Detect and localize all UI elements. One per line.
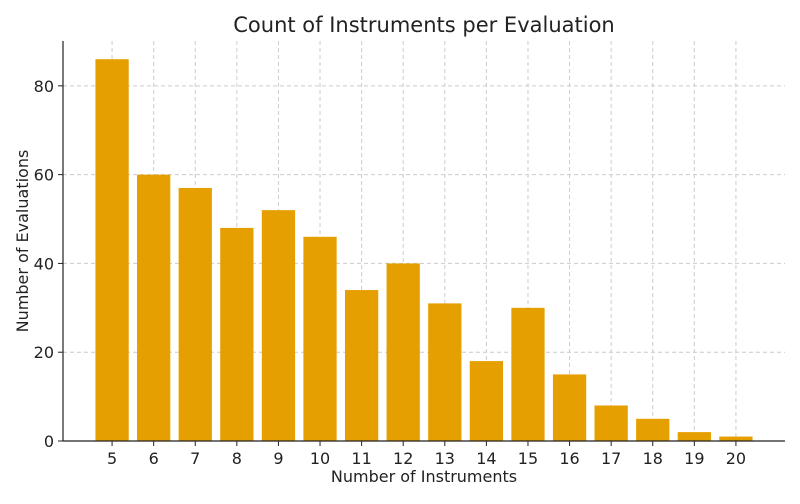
y-tick-label: 20 bbox=[34, 343, 54, 362]
bar-18 bbox=[636, 418, 670, 441]
x-tick-label: 15 bbox=[518, 449, 538, 468]
x-tick-label: 19 bbox=[684, 449, 704, 468]
bar-12 bbox=[386, 263, 420, 441]
x-tick-label: 8 bbox=[232, 449, 242, 468]
bar-5 bbox=[95, 59, 129, 441]
x-tick-label: 10 bbox=[310, 449, 330, 468]
bar-19 bbox=[677, 432, 711, 441]
x-tick-label: 7 bbox=[190, 449, 200, 468]
x-tick-label: 6 bbox=[149, 449, 159, 468]
x-tick-label: 9 bbox=[273, 449, 283, 468]
bar-6 bbox=[137, 174, 171, 441]
x-tick-label: 13 bbox=[435, 449, 455, 468]
bars bbox=[95, 59, 753, 441]
x-tick-label: 20 bbox=[726, 449, 746, 468]
axes: 5 6 7 8 9 10 11 12 13 14 15 16 17 18 19 20 0 20 40 60 80 bbox=[34, 41, 785, 468]
chart-title: Count of Instruments per Evaluation bbox=[233, 13, 614, 37]
y-axis-label: Number of Evaluations bbox=[13, 150, 32, 333]
y-tick-label: 40 bbox=[34, 254, 54, 273]
bar-16 bbox=[552, 374, 587, 441]
x-tick-label: 16 bbox=[559, 449, 579, 468]
y-tick-label: 60 bbox=[34, 166, 54, 185]
x-tick-label: 14 bbox=[476, 449, 496, 468]
y-tick-label: 80 bbox=[34, 77, 54, 96]
x-tick-label: 18 bbox=[643, 449, 663, 468]
bar-20 bbox=[719, 436, 753, 441]
bar-7 bbox=[178, 187, 212, 441]
x-axis-label: Number of Instruments bbox=[331, 467, 517, 486]
bar-15 bbox=[511, 307, 545, 441]
x-tick-label: 12 bbox=[393, 449, 413, 468]
bar-11 bbox=[344, 290, 379, 441]
bar-8 bbox=[220, 227, 254, 441]
bar-14 bbox=[469, 361, 504, 441]
bar-10 bbox=[303, 236, 337, 441]
x-tick-label: 5 bbox=[107, 449, 117, 468]
y-tick-label: 0 bbox=[44, 432, 54, 451]
bar-9 bbox=[261, 210, 296, 441]
bar-13 bbox=[428, 303, 462, 441]
bar-17 bbox=[594, 405, 628, 441]
x-tick-label: 17 bbox=[601, 449, 621, 468]
x-tick-label: 11 bbox=[351, 449, 371, 468]
grid bbox=[63, 41, 785, 442]
